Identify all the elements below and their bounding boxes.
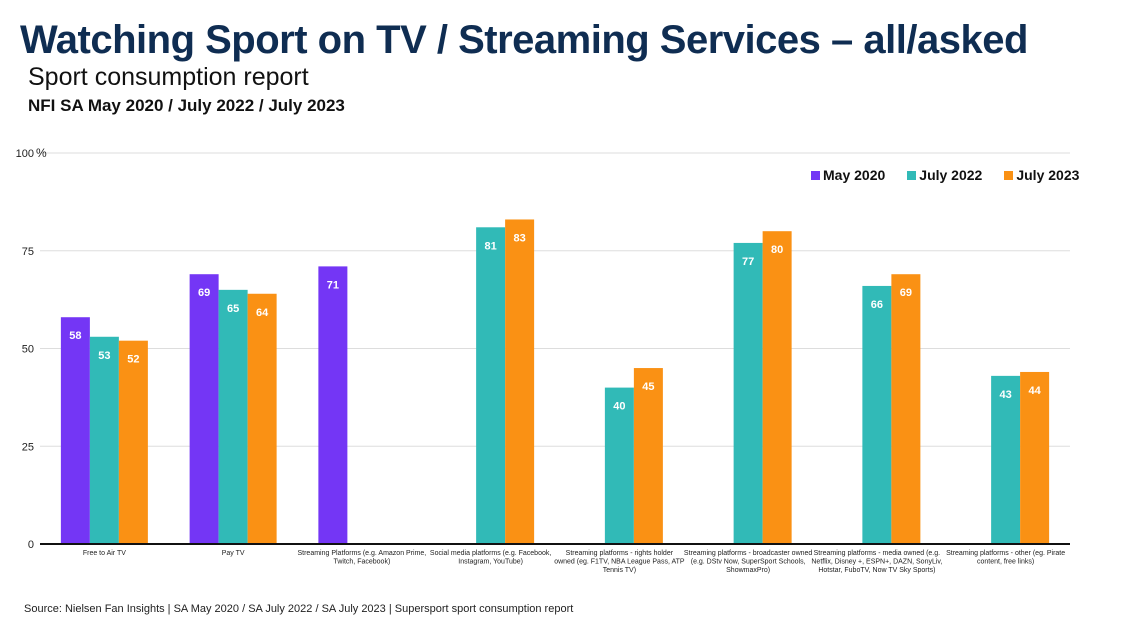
bar-july-2022 <box>733 242 763 544</box>
data-label: 80 <box>771 244 783 256</box>
bar-may-2020 <box>189 274 219 544</box>
legend-swatch-july-2023 <box>1004 170 1014 180</box>
data-label: 44 <box>1029 385 1042 397</box>
data-label: 66 <box>871 299 883 311</box>
bar-july-2023 <box>1020 371 1050 544</box>
bar-july-2022 <box>89 336 119 544</box>
bar-july-2023 <box>762 231 792 544</box>
bar-july-2023 <box>118 340 148 544</box>
x-tick-label: Instagram, YouTube) <box>458 559 523 566</box>
data-label: 52 <box>127 354 139 366</box>
page-subtitle-waves: NFI SA May 2020 / July 2022 / July 2023 <box>28 96 345 115</box>
legend-label-july-2022: July 2022 <box>919 167 983 183</box>
bar-may-2020 <box>318 266 348 544</box>
x-tick-label: Hotstar, FuboTV, Now TV Sky Sports) <box>818 567 935 574</box>
source-note: Source: Nielsen Fan Insights | SA May 20… <box>24 603 574 615</box>
data-label: 83 <box>514 232 526 244</box>
data-label: 77 <box>742 256 754 268</box>
legend-swatch-july-2022 <box>907 170 917 180</box>
y-tick-label: 25 <box>22 441 34 453</box>
y-tick-label: 50 <box>22 344 34 356</box>
bar-july-2022 <box>218 289 248 544</box>
bar-july-2022 <box>862 285 892 544</box>
data-label: 81 <box>485 240 497 252</box>
bar-may-2020 <box>60 317 90 544</box>
x-tick-label: Streaming platforms - other (eg. Pirate <box>946 550 1065 557</box>
x-tick-label: Pay TV <box>222 550 245 557</box>
page-subtitle: Sport consumption report <box>28 63 309 91</box>
x-tick-label: Tennis TV) <box>603 567 636 574</box>
data-label: 40 <box>613 401 625 413</box>
bar-july-2023 <box>247 293 277 544</box>
data-label: 43 <box>1000 389 1012 401</box>
data-label: 64 <box>256 307 269 319</box>
legend-item-july-2022: July 2022 <box>907 167 982 183</box>
bar-july-2022 <box>991 375 1021 544</box>
data-label: 69 <box>198 287 210 299</box>
bar-july-2023 <box>891 274 921 544</box>
y-tick-label: 75 <box>22 246 34 258</box>
data-label: 53 <box>98 350 110 362</box>
y-unit-label: % <box>36 146 47 160</box>
bar-july-2023 <box>505 219 535 544</box>
bar-july-2023 <box>633 368 663 544</box>
legend-label-july-2023: July 2023 <box>1016 167 1080 183</box>
legend-item-july-2023: July 2023 <box>1004 167 1079 183</box>
y-tick-label: 100 <box>16 148 34 160</box>
legend-item-may-2020: May 2020 <box>811 167 885 183</box>
x-tick-label: ShowmaxPro) <box>726 567 770 574</box>
x-tick-label: Streaming platforms - broadcaster owned <box>684 550 812 557</box>
legend-swatch-may-2020 <box>811 170 820 180</box>
data-label: 58 <box>69 330 81 342</box>
bar-july-2022 <box>604 387 634 544</box>
x-tick-label: Streaming platforms - media owned (e.g. <box>814 550 940 557</box>
x-tick-label: Streaming Platforms (e.g. Amazon Prime, <box>297 550 426 557</box>
data-label: 71 <box>327 279 339 291</box>
legend-label-may-2020: May 2020 <box>823 167 886 183</box>
y-tick-label: 0 <box>28 539 34 551</box>
x-tick-label: (e.g. DStv Now, SuperSport Schools, <box>691 559 806 566</box>
x-tick-label: Twitch, Facebook) <box>333 559 390 566</box>
x-tick-label: content, free links) <box>977 559 1034 566</box>
x-tick-label: Netflix, Disney +, ESPN+, DAZN, SonyLiv, <box>811 559 942 566</box>
bar-july-2022 <box>476 227 506 545</box>
data-label: 65 <box>227 303 239 315</box>
x-tick-label: owned (eg. F1TV, NBA League Pass, ATP <box>554 559 685 566</box>
x-tick-label: Social media platforms (e.g. Facebook, <box>430 550 551 557</box>
page-title: Watching Sport on TV / Streaming Service… <box>20 18 1028 62</box>
x-tick-label: Free to Air TV <box>83 550 126 557</box>
data-label: 69 <box>900 287 912 299</box>
x-tick-label: Streaming platforms - rights holder <box>566 550 674 557</box>
data-label: 45 <box>642 381 654 393</box>
chart-legend: May 2020 July 2022 July 2023 <box>811 167 1079 183</box>
